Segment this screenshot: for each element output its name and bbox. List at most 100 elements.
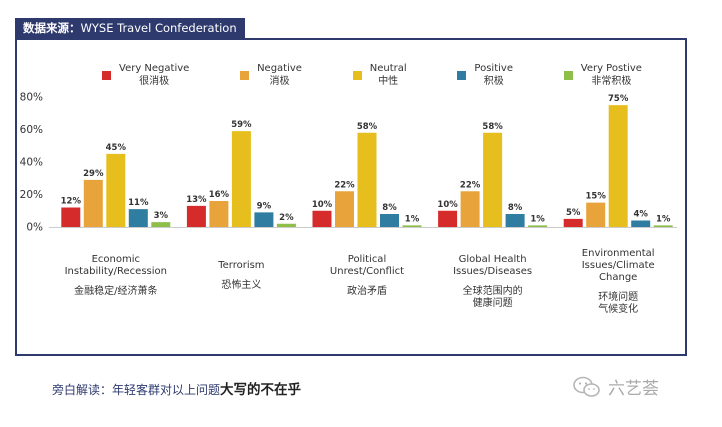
- legend-label-cn: 消极: [269, 76, 290, 87]
- bar-chart: 0% 20% 40% 60% 80% 12% 29% 45% 11% 3% 13% 16% 59% 9% 2…: [20, 92, 677, 234]
- data-label: 8%: [508, 203, 523, 213]
- bar: [209, 201, 229, 227]
- data-label: 3%: [154, 211, 169, 221]
- bar: [254, 212, 274, 227]
- chart-frame: Very Negative 很消极 Negative 消极 Neutral 中性 Po…: [15, 38, 687, 356]
- bar: [528, 225, 548, 227]
- footer-note-emphasis: 大写的不在乎: [220, 382, 302, 398]
- legend-label-en: Positive: [474, 63, 513, 74]
- data-label: 12%: [61, 197, 82, 207]
- bar: [483, 132, 503, 227]
- legend-item-negative: Negative 消极: [240, 62, 302, 98]
- category-label-cn: 环境问题 气候变化: [598, 292, 639, 315]
- y-tick-label: 60%: [20, 124, 43, 136]
- data-label: 10%: [312, 200, 333, 210]
- footer-note-text: 旁白解读：年轻客群对以上问题: [52, 383, 221, 397]
- legend-item-very-negative: Very Negative 很消极: [102, 62, 189, 98]
- category-label: Economic Instability/Recession 金融稳定/经济萧条: [51, 254, 181, 298]
- category-label-cn: 金融稳定/经济萧条: [74, 286, 158, 297]
- bar: [608, 105, 628, 227]
- data-label: 1%: [656, 214, 671, 224]
- bar: [106, 153, 126, 227]
- bar: [631, 220, 651, 227]
- legend-item-neutral: Neutral 中性: [352, 62, 407, 98]
- wechat-icon: [573, 376, 600, 397]
- legend-label-cn: 非常积极: [591, 76, 632, 87]
- y-tick-label: 80%: [20, 92, 43, 104]
- legend-label-cn: 中性: [378, 76, 399, 87]
- legend-label-en: Very Postive: [580, 63, 642, 74]
- legend-swatch: [240, 71, 250, 80]
- legend-swatch: [352, 71, 362, 80]
- data-label: 1%: [530, 214, 545, 224]
- y-tick-label: 0%: [26, 222, 43, 234]
- legend: Very Negative 很消极 Negative 消极 Neutral 中性 Po…: [102, 62, 642, 98]
- category-label-cn: 全球范围内的 健康问题: [462, 286, 523, 309]
- category-label-en: Environmental Issues/Climate Change: [581, 248, 655, 283]
- data-label: 9%: [257, 201, 272, 211]
- category-label: Political Unrest/Conflict 政治矛盾: [302, 254, 432, 298]
- category-label-en: Global Health Issues/Diseases: [453, 254, 533, 277]
- bar: [276, 223, 296, 227]
- data-label: 58%: [357, 122, 378, 132]
- data-label: 4%: [633, 210, 648, 220]
- bar: [128, 209, 148, 227]
- legend-swatch: [563, 71, 573, 80]
- category-label-en: Economic Instability/Recession: [64, 254, 167, 277]
- y-tick-label: 20%: [20, 189, 43, 201]
- source-label: 数据来源：WYSE Travel Confederation: [15, 18, 245, 38]
- legend-label-cn: 很消极: [139, 76, 170, 87]
- brand-name: 六艺荟: [608, 379, 659, 399]
- category-label: Terrorism 恐怖主义: [176, 260, 306, 292]
- bar: [335, 191, 354, 227]
- y-tick-label: 40%: [20, 157, 43, 169]
- data-label: 2%: [279, 213, 294, 223]
- bar: [61, 207, 81, 227]
- bar: [380, 214, 399, 227]
- bar: [438, 210, 458, 227]
- data-label: 15%: [586, 192, 607, 202]
- data-label: 29%: [83, 169, 104, 179]
- category-label-cn: 政治矛盾: [347, 286, 387, 297]
- data-label: 13%: [186, 195, 207, 205]
- data-label: 1%: [405, 214, 420, 224]
- legend-item-very-positive: Very Postive 非常积极: [563, 62, 642, 98]
- bar: [505, 214, 525, 227]
- legend-label-en: Neutral: [369, 63, 407, 74]
- footer-note: 旁白解读：年轻客群对以上问题大写的不在乎: [52, 378, 301, 398]
- bar: [83, 179, 103, 227]
- source-name: WYSE Travel Confederation: [80, 21, 237, 35]
- category-label-cn: 恐怖主义: [221, 280, 262, 291]
- data-label: 10%: [437, 200, 458, 210]
- bar: [231, 131, 251, 227]
- category-label: Environmental Issues/Climate Change 环境问题 …: [553, 248, 683, 316]
- bar: [312, 210, 332, 227]
- bar: [151, 222, 171, 227]
- legend-swatch: [457, 71, 467, 80]
- bar: [563, 218, 583, 227]
- bar: [586, 202, 606, 227]
- data-label: 8%: [382, 203, 397, 213]
- category-label-en: Political Unrest/Conflict: [329, 254, 405, 277]
- data-label: 75%: [608, 94, 629, 104]
- legend-item-positive: Positive 积极: [457, 62, 513, 98]
- brand: 六艺荟: [572, 374, 659, 399]
- legend-label-en: Negative: [257, 63, 302, 74]
- bar: [186, 205, 206, 227]
- legend-label-en: Very Negative: [119, 63, 190, 74]
- data-label: 22%: [334, 180, 355, 190]
- category-label: Global Health Issues/Diseases 全球范围内的 健康问题: [428, 254, 558, 310]
- category-label-en: Terrorism: [218, 260, 265, 271]
- data-label: 58%: [482, 122, 503, 132]
- bar: [357, 132, 377, 227]
- data-label: 45%: [106, 143, 127, 153]
- data-label: 59%: [231, 120, 252, 130]
- bar: [402, 225, 422, 227]
- data-label: 22%: [460, 180, 481, 190]
- legend-swatch: [102, 71, 111, 80]
- data-label: 5%: [566, 208, 581, 218]
- bar: [460, 191, 480, 227]
- source-prefix: 数据来源：: [23, 21, 81, 35]
- legend-label-cn: 积极: [483, 76, 504, 87]
- bar: [653, 225, 673, 227]
